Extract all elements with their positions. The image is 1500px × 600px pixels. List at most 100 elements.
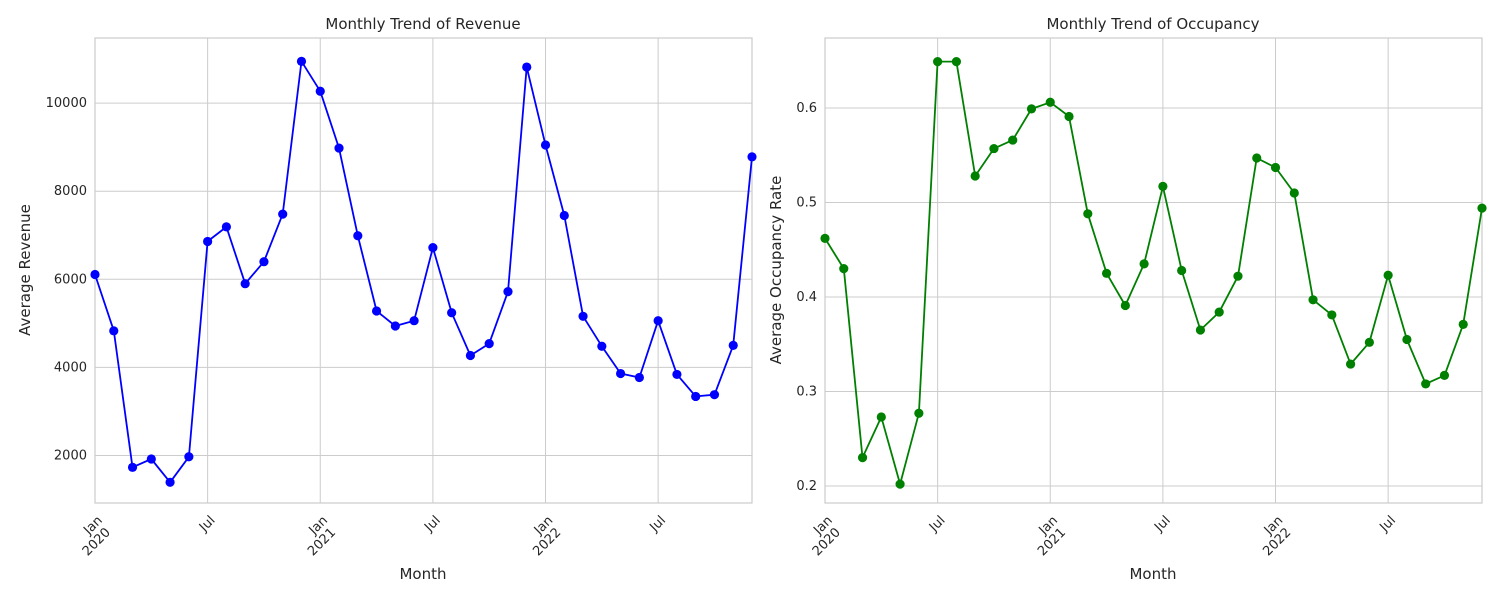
x-tick-label: Jul: [196, 513, 218, 535]
data-point: [728, 340, 738, 350]
data-point: [1308, 295, 1318, 305]
data-point: [1064, 111, 1074, 122]
data-point: [1158, 181, 1168, 191]
data-point: [951, 57, 962, 67]
x-axis-label: Month: [1129, 565, 1176, 583]
data-point: [691, 391, 701, 402]
data-point: [522, 62, 532, 72]
data-point: [1139, 259, 1149, 269]
data-point: [653, 316, 663, 326]
data-point: [989, 143, 999, 154]
data-point: [465, 350, 476, 361]
data-point: [634, 372, 644, 383]
data-point: [933, 57, 943, 67]
series-line: [824, 60, 1483, 486]
data-point: [1477, 203, 1487, 213]
y-tick-label: 0.6: [796, 101, 817, 116]
data-point: [1346, 359, 1356, 369]
data-point: [334, 143, 344, 153]
occupancy-chart: Monthly Trend of Occupancy Month Average…: [767, 15, 1487, 583]
x-tick-label: Jul: [926, 513, 948, 535]
data-point: [970, 171, 980, 181]
data-point: [447, 308, 457, 318]
data-point: [1421, 379, 1431, 389]
data-point: [203, 236, 213, 247]
data-point: [1045, 97, 1055, 107]
data-point: [559, 210, 569, 221]
data-point: [578, 311, 588, 321]
y-tick-label: 6000: [54, 272, 87, 287]
data-point: [1120, 300, 1130, 311]
data-point: [428, 243, 438, 253]
y-tick-label: 0.4: [796, 290, 817, 305]
data-point: [1252, 153, 1262, 163]
data-point: [353, 231, 363, 241]
data-point: [1008, 135, 1018, 145]
data-point: [876, 412, 886, 422]
y-tick-label: 2000: [54, 448, 87, 463]
data-point: [1195, 325, 1206, 335]
data-point: [1364, 337, 1374, 347]
data-point: [184, 452, 194, 462]
chart-title: Monthly Trend of Occupancy: [1046, 15, 1259, 33]
data-point: [540, 140, 551, 150]
y-axis-label: Average Revenue: [16, 204, 34, 336]
data-point: [1233, 271, 1243, 281]
data-point: [390, 321, 400, 331]
data-point: [1383, 270, 1393, 280]
data-point: [240, 279, 250, 289]
gridlines: [824, 38, 1482, 503]
revenue-chart: Monthly Trend of Revenue Month Average R…: [16, 15, 757, 583]
data-point: [146, 454, 156, 464]
data-point: [1101, 268, 1112, 278]
data-point: [503, 287, 513, 297]
data-point: [1026, 104, 1037, 114]
y-tick-label: 10000: [46, 96, 87, 111]
data-point: [1289, 188, 1299, 198]
data-point: [1214, 307, 1224, 317]
data-point: [1439, 370, 1450, 381]
gridlines: [94, 38, 752, 503]
data-point: [315, 86, 325, 96]
data-point: [1458, 319, 1468, 329]
data-point: [839, 264, 849, 274]
series-line: [94, 60, 753, 484]
data-point: [1270, 162, 1281, 173]
chart-title: Monthly Trend of Revenue: [325, 15, 520, 33]
y-tick-label: 0.2: [796, 479, 817, 494]
y-tick-label: 0.3: [796, 384, 817, 399]
x-tick-label: Jul: [1151, 513, 1173, 535]
data-point: [127, 462, 138, 472]
data-point: [1402, 334, 1412, 345]
data-point: [259, 257, 269, 267]
data-point: [278, 209, 288, 219]
data-point: [672, 369, 682, 380]
data-point: [914, 408, 924, 418]
x-tick-label: Jul: [1377, 513, 1399, 535]
data-point: [857, 453, 868, 463]
data-point: [90, 269, 100, 280]
x-axis-label: Month: [399, 565, 446, 583]
data-point: [597, 341, 607, 351]
data-point: [616, 368, 626, 379]
plot-frame: [94, 37, 753, 504]
data-point: [709, 390, 720, 400]
data-point: [409, 316, 419, 326]
y-tick-label: 0.5: [796, 195, 817, 210]
plot-frame: [824, 37, 1483, 504]
data-point: [1177, 265, 1187, 276]
data-point: [296, 56, 307, 66]
data-point: [165, 477, 175, 487]
data-point: [221, 222, 231, 232]
x-tick-label: Jul: [647, 513, 669, 535]
data-point: [371, 306, 382, 316]
y-axis-label: Average Occupancy Rate: [767, 176, 785, 365]
y-tick-label: 4000: [54, 360, 87, 375]
data-point: [820, 233, 830, 243]
data-point: [1083, 209, 1093, 219]
data-point: [109, 326, 119, 336]
data-point: [484, 338, 494, 349]
x-tick-label: Jul: [421, 513, 443, 535]
y-tick-label: 8000: [54, 184, 87, 199]
